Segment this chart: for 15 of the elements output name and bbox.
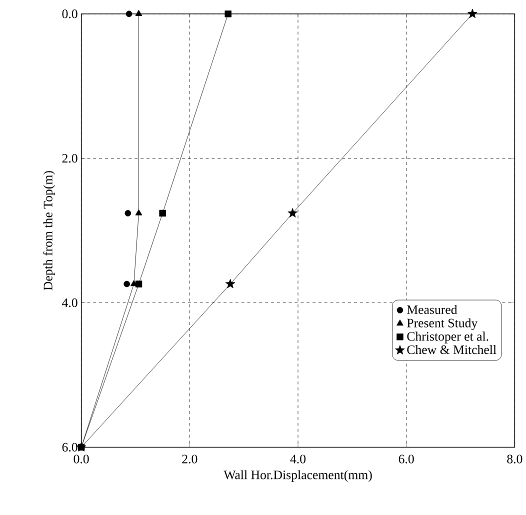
legend-label: Chew & Mitchell	[407, 345, 496, 354]
y-tick-label: 2.0	[62, 154, 78, 163]
x-tick-label: 8.0	[507, 454, 522, 464]
x-tick-label: 0.0	[74, 454, 89, 464]
x-axis-title: Wall Hor.Displacement(mm)	[224, 470, 372, 482]
legend-label: Christoper et al.	[407, 332, 488, 344]
y-tick-label: 4.0	[62, 298, 78, 308]
x-tick-label: 2.0	[182, 454, 198, 464]
y-tick-label: 0.0	[62, 10, 78, 18]
y-tick-label: 6.0	[62, 443, 78, 452]
legend-label: Present Study	[407, 318, 478, 330]
x-tick-label: 4.0	[290, 454, 306, 464]
legend-label: Measured	[407, 305, 458, 314]
y-axis-title: Depth from the Top(m)	[43, 171, 55, 290]
x-tick-label: 6.0	[398, 454, 414, 464]
